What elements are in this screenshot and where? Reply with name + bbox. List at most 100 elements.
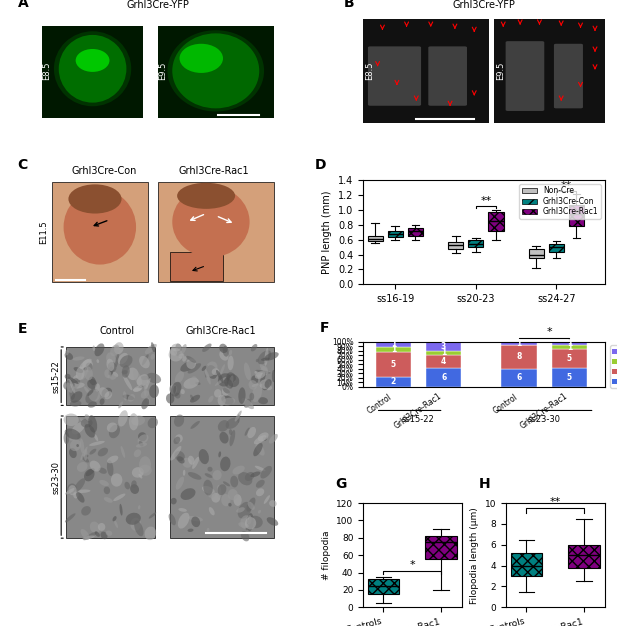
Ellipse shape — [85, 454, 88, 458]
Ellipse shape — [175, 451, 185, 461]
Ellipse shape — [238, 472, 252, 485]
Ellipse shape — [188, 363, 201, 374]
Ellipse shape — [205, 361, 218, 377]
Ellipse shape — [109, 425, 120, 438]
Ellipse shape — [260, 371, 266, 384]
Bar — [426, 351, 462, 354]
Ellipse shape — [64, 432, 69, 444]
Ellipse shape — [220, 379, 236, 382]
Ellipse shape — [174, 414, 184, 427]
Ellipse shape — [65, 428, 81, 439]
Ellipse shape — [65, 488, 75, 495]
Text: *: * — [547, 327, 552, 337]
Ellipse shape — [170, 446, 181, 461]
Ellipse shape — [81, 367, 88, 380]
Ellipse shape — [84, 386, 90, 394]
Text: G: G — [336, 476, 347, 491]
Text: H: H — [478, 476, 490, 491]
Ellipse shape — [68, 380, 77, 389]
Y-axis label: Filopodia length (μm): Filopodia length (μm) — [470, 507, 479, 603]
Ellipse shape — [255, 370, 271, 374]
Ellipse shape — [195, 382, 201, 385]
Ellipse shape — [67, 431, 78, 441]
Ellipse shape — [89, 449, 96, 454]
Ellipse shape — [254, 371, 270, 378]
Ellipse shape — [175, 393, 181, 399]
FancyBboxPatch shape — [505, 41, 544, 111]
Ellipse shape — [101, 531, 107, 539]
Ellipse shape — [149, 513, 156, 518]
PathPatch shape — [488, 212, 503, 231]
Ellipse shape — [69, 378, 80, 389]
Ellipse shape — [89, 441, 105, 446]
Ellipse shape — [220, 456, 231, 471]
Ellipse shape — [236, 507, 245, 513]
Text: 4: 4 — [441, 357, 446, 366]
Ellipse shape — [97, 448, 108, 456]
Ellipse shape — [96, 359, 99, 363]
Text: Grhl3Cre-Rac1: Grhl3Cre-Rac1 — [185, 326, 256, 336]
Text: Grhl3Cre-YFP: Grhl3Cre-YFP — [126, 1, 189, 11]
PathPatch shape — [568, 545, 600, 568]
Ellipse shape — [137, 374, 149, 386]
Ellipse shape — [220, 364, 225, 375]
Ellipse shape — [145, 344, 157, 354]
Text: 1: 1 — [567, 339, 572, 348]
Ellipse shape — [131, 416, 145, 426]
Ellipse shape — [88, 415, 97, 433]
Ellipse shape — [133, 387, 141, 391]
Ellipse shape — [222, 387, 229, 396]
Ellipse shape — [72, 375, 78, 382]
Ellipse shape — [272, 370, 275, 382]
Ellipse shape — [85, 424, 95, 438]
Bar — [552, 368, 587, 387]
Text: **: ** — [480, 195, 492, 205]
Ellipse shape — [226, 374, 239, 387]
Bar — [376, 342, 411, 347]
Ellipse shape — [141, 390, 149, 399]
Ellipse shape — [144, 526, 156, 540]
Ellipse shape — [218, 373, 231, 387]
Bar — [502, 369, 537, 387]
Ellipse shape — [118, 410, 128, 426]
Ellipse shape — [86, 468, 94, 476]
Text: ss15-22: ss15-22 — [52, 360, 61, 393]
Ellipse shape — [145, 378, 151, 389]
Ellipse shape — [80, 359, 92, 369]
Ellipse shape — [80, 439, 85, 454]
Text: E8.5: E8.5 — [42, 61, 51, 80]
Ellipse shape — [246, 498, 255, 511]
Bar — [376, 377, 411, 387]
Ellipse shape — [215, 377, 226, 386]
Ellipse shape — [256, 488, 264, 496]
Ellipse shape — [170, 498, 176, 505]
Ellipse shape — [67, 483, 77, 494]
Ellipse shape — [183, 377, 199, 389]
Ellipse shape — [256, 480, 265, 488]
Ellipse shape — [173, 386, 176, 394]
Ellipse shape — [68, 485, 77, 495]
Bar — [376, 347, 411, 352]
Ellipse shape — [173, 436, 180, 444]
Ellipse shape — [104, 486, 110, 494]
Bar — [502, 342, 537, 345]
Ellipse shape — [138, 434, 149, 444]
Ellipse shape — [205, 369, 211, 384]
FancyBboxPatch shape — [428, 46, 467, 106]
Ellipse shape — [267, 517, 278, 526]
Ellipse shape — [74, 478, 85, 493]
Ellipse shape — [174, 351, 183, 357]
Ellipse shape — [251, 471, 260, 477]
Ellipse shape — [171, 382, 181, 397]
Ellipse shape — [76, 367, 85, 380]
Ellipse shape — [216, 370, 223, 383]
PathPatch shape — [569, 205, 584, 227]
Ellipse shape — [207, 528, 209, 532]
Ellipse shape — [181, 488, 196, 500]
Ellipse shape — [120, 446, 125, 458]
FancyBboxPatch shape — [158, 182, 274, 282]
Ellipse shape — [120, 355, 133, 367]
Ellipse shape — [178, 508, 187, 512]
Ellipse shape — [208, 396, 213, 403]
Ellipse shape — [65, 513, 75, 523]
